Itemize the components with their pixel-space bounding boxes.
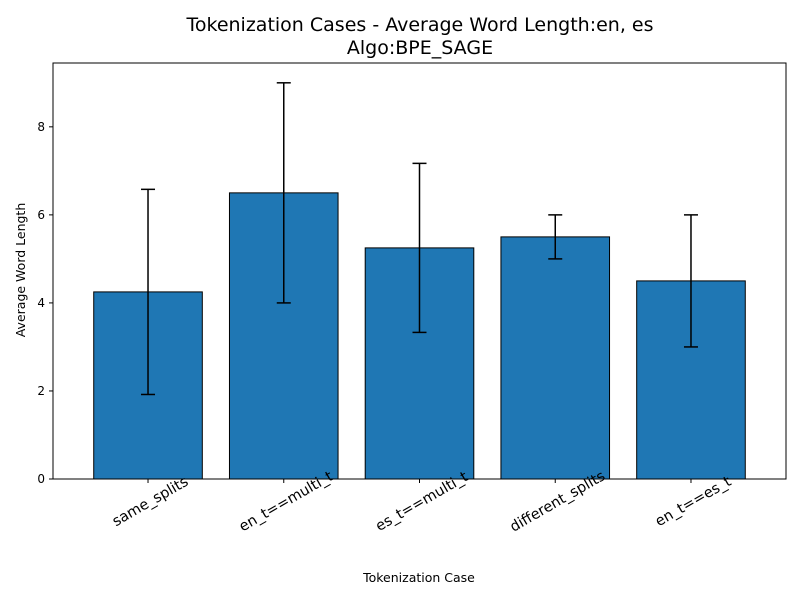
bar-different_splits xyxy=(500,236,611,480)
plot-area xyxy=(93,82,746,480)
y-tick-label: 0 xyxy=(37,472,45,486)
y-tick-label: 4 xyxy=(37,296,45,310)
x-axis-label: Tokenization Case xyxy=(362,570,475,585)
y-tick-label: 8 xyxy=(37,120,45,134)
chart-subtitle: Algo:BPE_SAGE xyxy=(347,37,493,59)
x-tick-label: same_splits xyxy=(110,474,191,530)
y-tick-label: 6 xyxy=(37,208,45,222)
y-axis: 0 2 4 6 8 xyxy=(37,120,53,486)
x-tick-label: en_t==es_t xyxy=(653,474,735,530)
y-tick-label: 2 xyxy=(37,384,45,398)
chart-title: Tokenization Cases - Average Word Length… xyxy=(186,14,654,36)
y-axis-label: Average Word Length xyxy=(13,203,28,338)
